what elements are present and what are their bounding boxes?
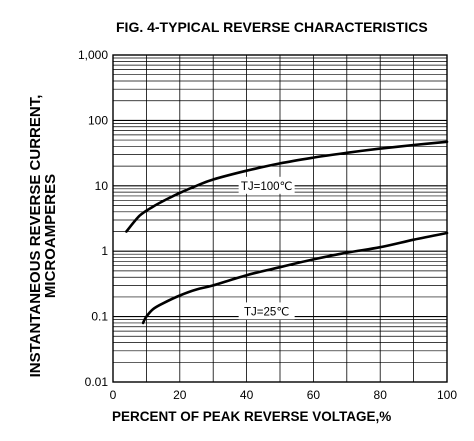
y-axis-title-line-1: INSTANTANEOUS REVERSE CURRENT, (27, 95, 44, 378)
chart-title: FIG. 4-TYPICAL REVERSE CHARACTERISTICS (116, 19, 428, 35)
plot-grid (113, 55, 447, 383)
curve-series (141, 231, 449, 325)
curve-label-background (238, 302, 295, 320)
y-tick-label: 1 (101, 244, 108, 258)
curve-labels: TJ=100℃ TJ=25℃ (238, 176, 295, 320)
curves (125, 140, 449, 325)
x-tick-label: 100 (437, 388, 457, 402)
curve-series (125, 140, 449, 233)
y-tick-label: 100 (88, 113, 108, 127)
y-axis-title-line-2: MICROAMPERES (42, 174, 59, 298)
x-tick-label: 0 (110, 388, 117, 402)
plot-frame (112, 54, 448, 383)
curve-label: TJ=25℃ (244, 306, 289, 318)
y-tick-labels: 0.01 0.1 1 10 100 1,000 (78, 48, 108, 389)
curve-label: TJ=100℃ (241, 181, 293, 193)
x-tick-label: 20 (173, 388, 187, 402)
x-tick-labels: 0 20 40 60 80 100 (110, 388, 458, 402)
y-tick-label: 0.01 (85, 375, 109, 389)
curve-label-background (238, 176, 295, 194)
x-tick-label: 40 (240, 388, 254, 402)
y-axis-title: INSTANTANEOUS REVERSE CURRENT, MICROAMPE… (27, 95, 59, 378)
y-tick-label: 10 (95, 179, 109, 193)
y-tick-label: 1,000 (78, 48, 108, 62)
y-tick-label: 0.1 (91, 310, 108, 324)
x-tick-label: 60 (307, 388, 321, 402)
x-axis-title: PERCENT OF PEAK REVERSE VOLTAGE,% (112, 409, 391, 424)
x-tick-label: 80 (374, 388, 388, 402)
